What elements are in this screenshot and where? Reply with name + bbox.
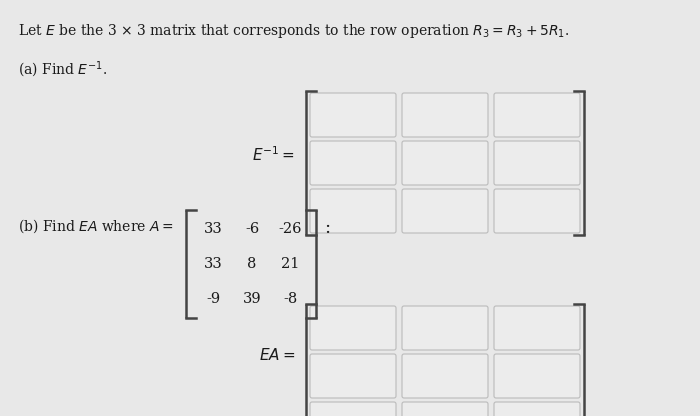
Text: :: : <box>324 219 330 237</box>
Text: -26: -26 <box>279 222 302 236</box>
FancyBboxPatch shape <box>494 93 580 137</box>
FancyBboxPatch shape <box>494 306 580 350</box>
Text: Let $E$ be the 3 $\times$ 3 matrix that corresponds to the row operation $R_3 = : Let $E$ be the 3 $\times$ 3 matrix that … <box>18 22 570 40</box>
Text: 21: 21 <box>281 257 299 271</box>
Text: $E^{-1} =$: $E^{-1} =$ <box>252 146 295 164</box>
FancyBboxPatch shape <box>310 354 396 398</box>
FancyBboxPatch shape <box>402 402 488 416</box>
FancyBboxPatch shape <box>402 141 488 185</box>
FancyBboxPatch shape <box>310 93 396 137</box>
Text: $EA =$: $EA =$ <box>259 347 295 363</box>
Text: 8: 8 <box>247 257 257 271</box>
Text: 33: 33 <box>204 222 223 236</box>
FancyBboxPatch shape <box>494 189 580 233</box>
FancyBboxPatch shape <box>310 402 396 416</box>
FancyBboxPatch shape <box>402 354 488 398</box>
FancyBboxPatch shape <box>310 306 396 350</box>
FancyBboxPatch shape <box>402 306 488 350</box>
Text: 39: 39 <box>243 292 261 306</box>
FancyBboxPatch shape <box>402 189 488 233</box>
FancyBboxPatch shape <box>310 189 396 233</box>
Text: -8: -8 <box>283 292 297 306</box>
FancyBboxPatch shape <box>310 141 396 185</box>
FancyBboxPatch shape <box>402 93 488 137</box>
FancyBboxPatch shape <box>494 141 580 185</box>
Text: -6: -6 <box>245 222 259 236</box>
FancyBboxPatch shape <box>494 354 580 398</box>
Text: -9: -9 <box>206 292 220 306</box>
Text: (b) Find $EA$ where $A = $: (b) Find $EA$ where $A = $ <box>18 217 174 235</box>
Text: 33: 33 <box>204 257 223 271</box>
Text: (a) Find $E^{-1}$.: (a) Find $E^{-1}$. <box>18 60 107 80</box>
FancyBboxPatch shape <box>494 402 580 416</box>
